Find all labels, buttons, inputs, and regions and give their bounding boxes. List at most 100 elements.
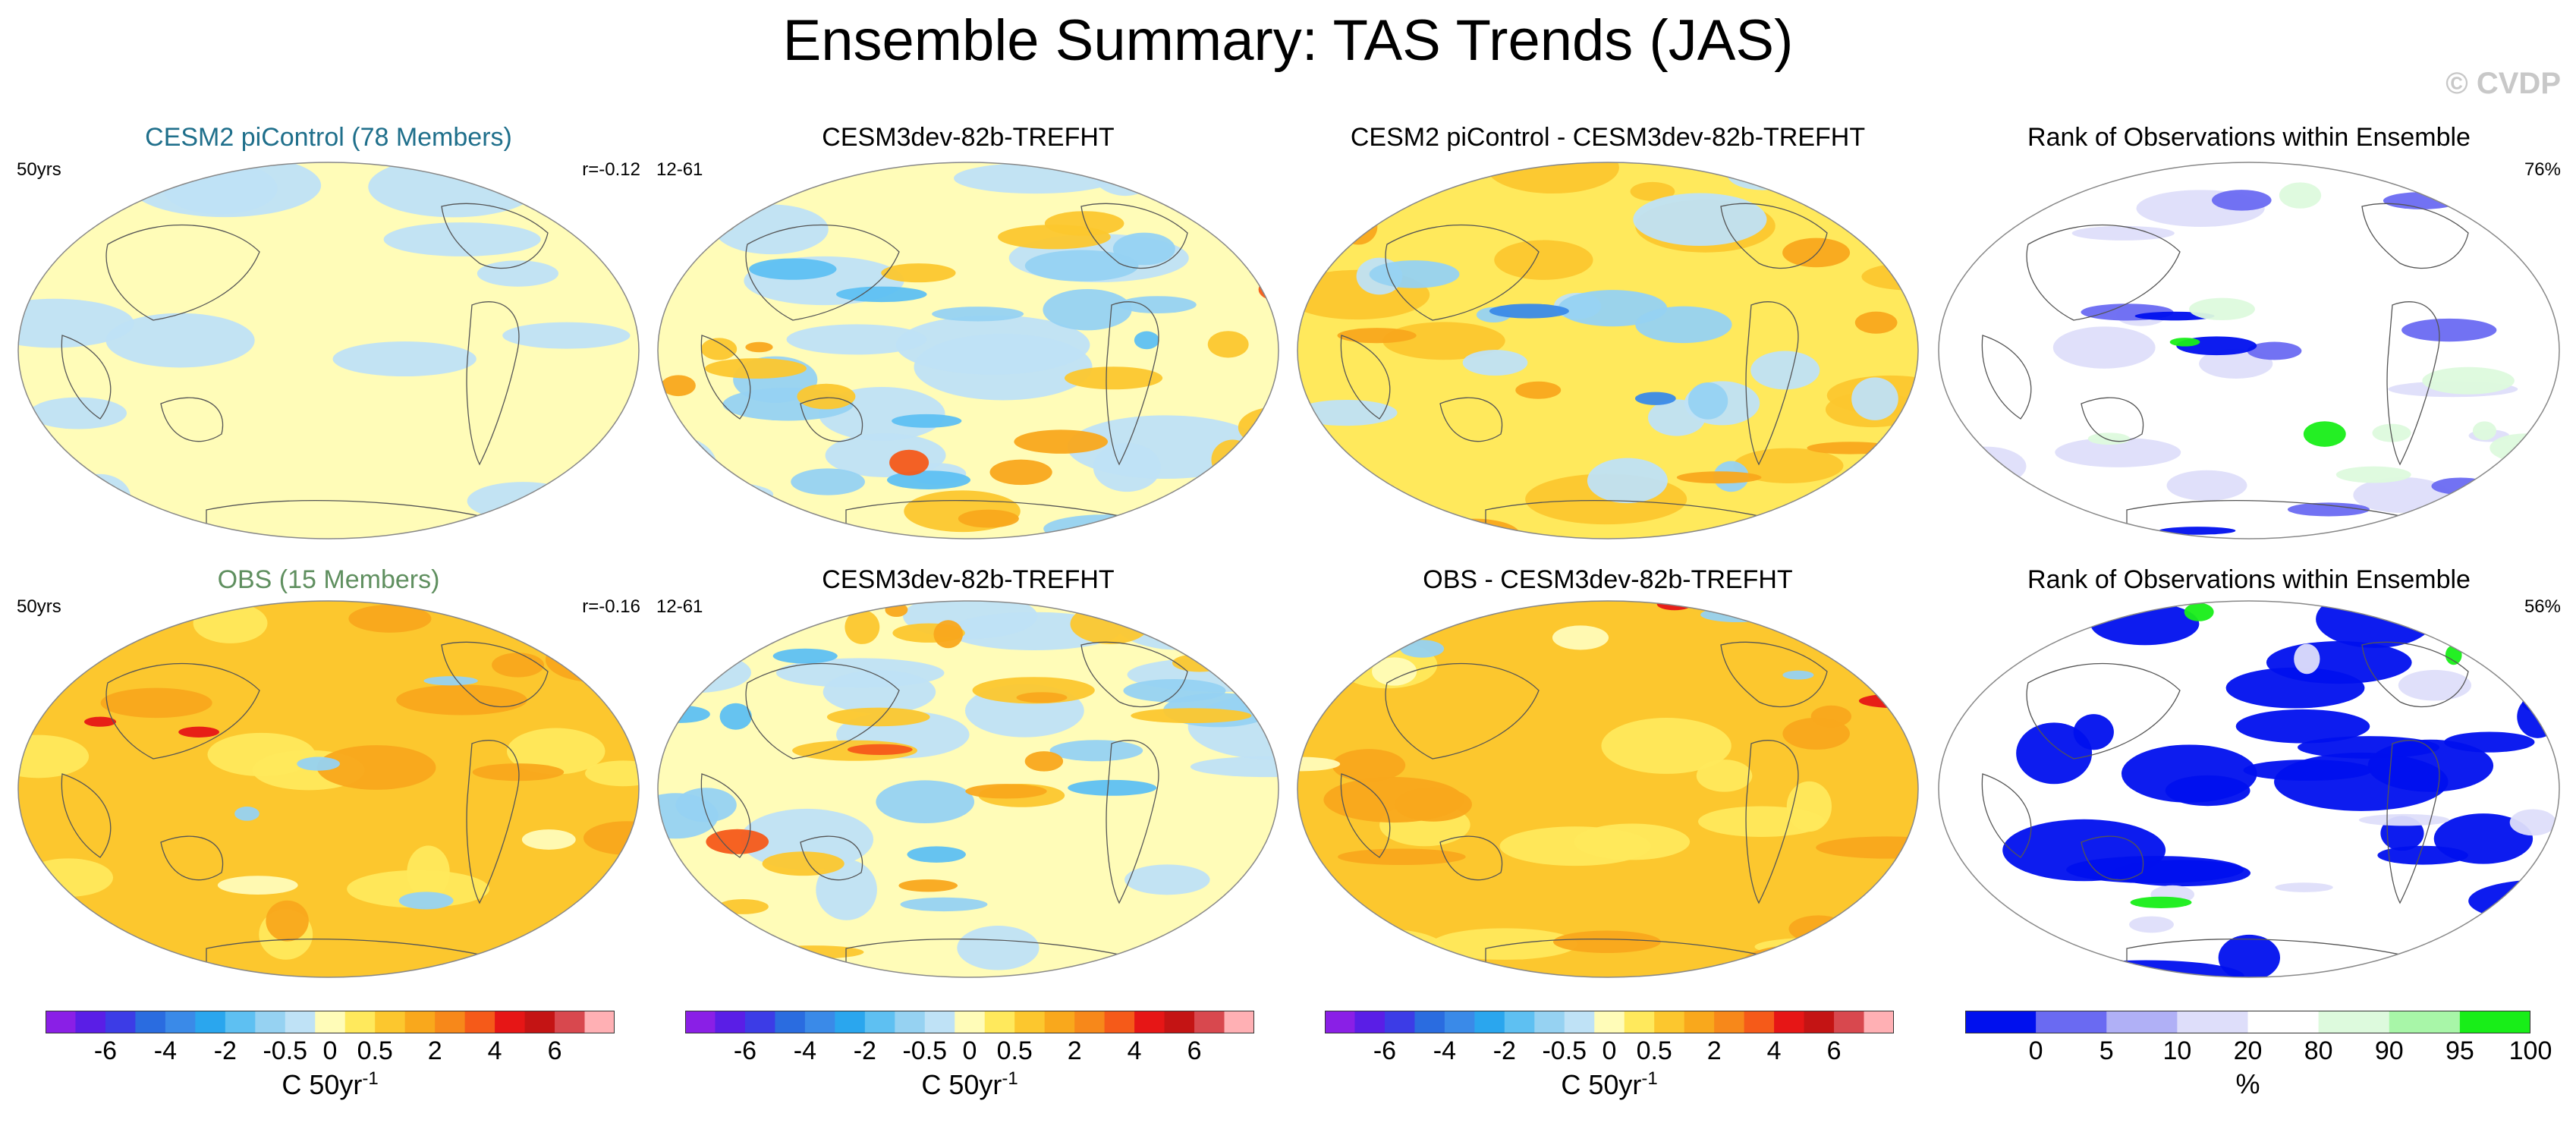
panel-right-label: r=-0.12	[582, 159, 640, 180]
colorbar-swatch	[744, 1011, 775, 1033]
colorbar-swatch	[2106, 1011, 2178, 1033]
colorbar-swatch	[1504, 1011, 1535, 1033]
colorbar-swatch	[1104, 1011, 1135, 1033]
colorbar-swatch	[1074, 1011, 1106, 1033]
colorbar-swatch	[1325, 1011, 1355, 1033]
colorbar-swatch	[895, 1011, 926, 1033]
panel-title: CESM2 piControl - CESM3dev-82b-TREFHT	[1350, 123, 1866, 152]
colorbar-tick-label: 2	[1067, 1036, 1082, 1065]
colorbar-swatch	[46, 1011, 76, 1033]
colorbar-tick-label: -6	[1373, 1036, 1397, 1065]
colorbar-swatch	[315, 1011, 346, 1033]
colorbar-swatch	[864, 1011, 895, 1033]
colorbar-swatch	[255, 1011, 286, 1033]
map-panel	[1937, 161, 2561, 540]
colorbar-swatch	[1684, 1011, 1715, 1033]
colorbar-tick-label: 0.5	[357, 1036, 393, 1065]
colorbar-swatch	[375, 1011, 406, 1033]
colorbar-tick-label: 4	[487, 1036, 502, 1065]
colorbar-swatch	[1965, 1011, 2037, 1033]
map-panel	[1296, 599, 1920, 979]
colorbar-swatch	[1384, 1011, 1415, 1033]
colorbar-tick-label: -0.5	[1542, 1036, 1587, 1065]
panel-left-label: 50yrs	[17, 596, 61, 617]
colorbar-swatch	[1774, 1011, 1805, 1033]
panel-left-label: 50yrs	[17, 159, 61, 180]
colorbar-swatch	[1474, 1011, 1505, 1033]
colorbar-swatch	[1194, 1011, 1225, 1033]
colorbar-swatch	[1624, 1011, 1655, 1033]
colorbar-tick-label: 6	[1826, 1036, 1842, 1065]
colorbar-swatch	[2036, 1011, 2107, 1033]
colorbar-unit-label: C 50yr-1	[282, 1068, 379, 1100]
colorbar-tick-label: 0	[962, 1036, 977, 1065]
colorbar	[1325, 1011, 1895, 1037]
colorbar-swatch	[1014, 1011, 1046, 1033]
colorbar-tick-label: 0	[322, 1036, 338, 1065]
colorbar-tick-label: 100	[2508, 1036, 2552, 1065]
colorbar-tick-label: -4	[153, 1036, 178, 1065]
colorbar-swatch	[524, 1011, 555, 1033]
map-panel	[17, 599, 640, 979]
colorbar-swatch	[285, 1011, 316, 1033]
colorbar-swatch	[715, 1011, 746, 1033]
colorbar-swatch	[225, 1011, 256, 1033]
panel-left-label: 12-61	[656, 159, 703, 180]
panel-title: OBS - CESM3dev-82b-TREFHT	[1423, 565, 1793, 594]
colorbar-swatch	[1744, 1011, 1775, 1033]
colorbar-swatch	[2247, 1011, 2320, 1033]
panel-title: OBS (15 Members)	[217, 565, 440, 594]
panel-right-label: 56%	[2524, 596, 2561, 617]
colorbar-swatch	[1864, 1011, 1895, 1033]
colorbar	[1965, 1011, 2531, 1037]
colorbar-swatch	[105, 1011, 136, 1033]
colorbar-swatch	[955, 1011, 986, 1033]
colorbar-tick-label: -0.5	[263, 1036, 308, 1065]
colorbar-swatch	[195, 1011, 226, 1033]
colorbar-tick-label: 2	[427, 1036, 442, 1065]
colorbar-tick-label: -2	[1492, 1036, 1516, 1065]
colorbar-swatch	[1224, 1011, 1255, 1033]
colorbar-tick-label: 0	[2028, 1036, 2043, 1065]
colorbar-tick-label: 2	[1706, 1036, 1722, 1065]
colorbar-tick-label: 0.5	[1636, 1036, 1672, 1065]
colorbar-unit-label: C 50yr-1	[921, 1068, 1018, 1100]
colorbar-swatch	[584, 1011, 615, 1033]
colorbar-tick-label: -6	[733, 1036, 757, 1065]
colorbar-swatch	[984, 1011, 1015, 1033]
colorbar-swatch	[1804, 1011, 1835, 1033]
colorbar-tick-label: 6	[1187, 1036, 1202, 1065]
colorbar-swatch	[835, 1011, 866, 1033]
colorbar-swatch	[1414, 1011, 1445, 1033]
panel-title: CESM3dev-82b-TREFHT	[822, 565, 1115, 594]
colorbar-tick-label: 0	[1602, 1036, 1617, 1065]
panel-right-label: r=-0.16	[582, 596, 640, 617]
colorbar-tick-label: -2	[853, 1036, 876, 1065]
colorbar-swatch	[1594, 1011, 1625, 1033]
colorbar-tick-label: 4	[1127, 1036, 1142, 1065]
figure-title: Ensemble Summary: TAS Trends (JAS)	[782, 8, 1794, 73]
map-panel	[1937, 599, 2561, 979]
cvdp-watermark: © CVDP	[2445, 67, 2561, 100]
colorbar-swatch	[1714, 1011, 1745, 1033]
colorbar-swatch	[1444, 1011, 1475, 1033]
colorbar-swatch	[1564, 1011, 1595, 1033]
colorbar-tick-label: 10	[2162, 1036, 2192, 1065]
colorbar-swatch	[804, 1011, 835, 1033]
panel-title: Rank of Observations within Ensemble	[2027, 123, 2471, 152]
colorbar-tick-label: -4	[1433, 1036, 1457, 1065]
colorbar-swatch	[165, 1011, 196, 1033]
panel-title: CESM3dev-82b-TREFHT	[822, 123, 1115, 152]
colorbar-swatch	[2389, 1011, 2461, 1033]
colorbar-tick-label: -4	[793, 1036, 817, 1065]
map-panel	[656, 161, 1280, 540]
colorbar-swatch	[1044, 1011, 1075, 1033]
colorbar-swatch	[75, 1011, 106, 1033]
colorbar-swatch	[1834, 1011, 1865, 1033]
colorbar-swatch	[2459, 1011, 2531, 1033]
colorbar-swatch	[685, 1011, 716, 1033]
colorbar-swatch	[1654, 1011, 1685, 1033]
colorbar-swatch	[924, 1011, 955, 1033]
colorbar	[46, 1011, 615, 1037]
colorbar-swatch	[2318, 1011, 2390, 1033]
